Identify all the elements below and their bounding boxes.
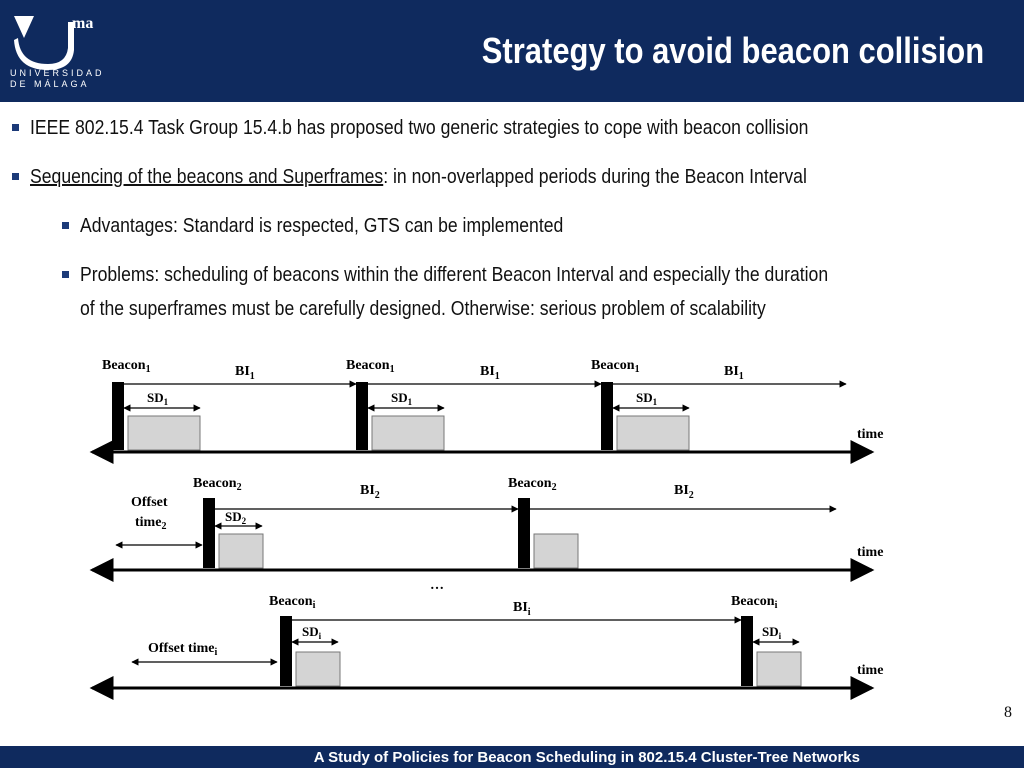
row-beacon-i: time Beaconi Beaconi BIi SDi SDi Offset … bbox=[89, 594, 883, 700]
bi-label: BI1 bbox=[480, 364, 500, 382]
beacon-pulse bbox=[601, 382, 613, 450]
sd-label: SDi bbox=[302, 624, 322, 641]
sd-label: SD1 bbox=[636, 390, 658, 407]
page-number: 8 bbox=[1004, 704, 1012, 721]
header-divider bbox=[0, 100, 1024, 102]
beacon-label: Beaconi bbox=[731, 594, 778, 611]
row-beacon-2: time Beacon2 Beacon2 BI2 BI2 SD2 Offset … bbox=[89, 476, 883, 582]
slide-title: Strategy to avoid beacon collision bbox=[481, 30, 984, 71]
offset-label: Offset timei bbox=[148, 641, 217, 658]
superframe-block bbox=[295, 651, 341, 687]
bi-label: BI1 bbox=[724, 364, 744, 382]
bullet-marker bbox=[12, 173, 19, 180]
beacon-pulse bbox=[356, 382, 368, 450]
beacon-label: Beaconi bbox=[269, 594, 316, 611]
beacon-label: Beacon2 bbox=[508, 476, 557, 493]
beacon-pulse bbox=[280, 616, 292, 686]
title-bar: ma UNIVERSIDAD DE MÁLAGA Strategy to avo… bbox=[0, 0, 1024, 100]
footer-title: A Study of Policies for Beacon Schedulin… bbox=[313, 749, 860, 766]
beacon-pulse bbox=[203, 498, 215, 568]
logo-caption: UNIVERSIDAD DE MÁLAGA bbox=[10, 68, 105, 89]
bi-label: BI2 bbox=[674, 483, 694, 501]
bullet-2: Sequencing of the beacons and Superframe… bbox=[30, 166, 807, 189]
beacon-label: Beacon2 bbox=[193, 476, 242, 493]
time-label: time bbox=[857, 427, 883, 442]
sd-label: SD1 bbox=[147, 390, 169, 407]
beacon-pulse bbox=[112, 382, 124, 450]
beacon-label: Beacon1 bbox=[591, 358, 640, 375]
university-logo: ma bbox=[14, 15, 93, 70]
svg-text:ma: ma bbox=[72, 15, 93, 32]
sub-bullet-2: Problems: scheduling of beacons within t… bbox=[80, 264, 829, 286]
time-label: time bbox=[857, 663, 883, 678]
bullet-2-underlined: Sequencing of the beacons and Superframe… bbox=[30, 166, 384, 188]
sub-bullet-marker bbox=[62, 222, 69, 229]
sd-label: SD1 bbox=[391, 390, 413, 407]
bi-label: BIi bbox=[513, 600, 531, 618]
beacon-label: Beacon1 bbox=[346, 358, 395, 375]
sub-bullet-marker bbox=[62, 271, 69, 278]
beacon-pulse bbox=[741, 616, 753, 686]
sub-bullet-1: Advantages: Standard is respected, GTS c… bbox=[80, 215, 564, 237]
sd-label: SDi bbox=[762, 624, 782, 641]
beacon-timing-diagram: time Beacon1 Beacon1 Beacon1 BI1 BI1 BI1… bbox=[89, 358, 883, 700]
bullet-marker bbox=[12, 124, 19, 131]
superframe-block bbox=[371, 415, 445, 451]
offset-label: time2 bbox=[135, 515, 166, 532]
time-label: time bbox=[857, 545, 883, 560]
superframe-block bbox=[756, 651, 802, 687]
beacon-label: Beacon1 bbox=[102, 358, 151, 375]
superframe-block bbox=[616, 415, 690, 451]
bi-label: BI1 bbox=[235, 364, 255, 382]
superframe-block bbox=[533, 533, 579, 569]
superframe-block bbox=[218, 533, 264, 569]
offset-label: Offset bbox=[131, 495, 168, 510]
sub-bullet-2-cont: of the superframes must be carefully des… bbox=[80, 298, 766, 320]
bullet-2-rest: : in non-overlapped periods during the B… bbox=[383, 166, 807, 188]
sd-label: SD2 bbox=[225, 509, 247, 526]
superframe-block bbox=[127, 415, 201, 451]
beacon-pulse bbox=[518, 498, 530, 568]
row-beacon-1: time Beacon1 Beacon1 Beacon1 BI1 BI1 BI1… bbox=[89, 358, 883, 464]
ellipsis: … bbox=[430, 578, 444, 593]
bi-label: BI2 bbox=[360, 483, 380, 501]
footer-bar: A Study of Policies for Beacon Schedulin… bbox=[0, 746, 1024, 768]
bullet-1: IEEE 802.15.4 Task Group 15.4.b has prop… bbox=[30, 117, 809, 139]
